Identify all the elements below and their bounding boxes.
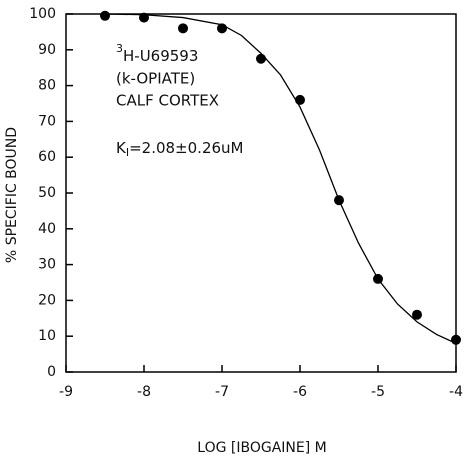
fit-curve [104, 13, 457, 344]
annotation-sub: I [126, 146, 129, 159]
y-tick-label: 0 [47, 364, 56, 380]
annotation-text: H-U69593 [123, 47, 198, 65]
y-axis-label: % SPECIFIC BOUND [4, 127, 20, 263]
data-point [412, 309, 422, 320]
data-point [178, 23, 188, 34]
y-tick-label: 20 [38, 292, 56, 308]
annotation-rest: =2.08±0.26uM [129, 139, 243, 157]
y-tick-label: 50 [38, 185, 56, 201]
y-tick-label: 90 [38, 42, 56, 58]
y-tick-label: 40 [38, 221, 56, 237]
y-tick-label: 70 [38, 113, 56, 129]
annotation-sup: 3 [116, 42, 123, 55]
plot-frame [65, 13, 457, 373]
y-tick-label: 30 [38, 257, 56, 273]
x-axis-label: LOG [IBOGAINE] M [197, 440, 326, 456]
x-tick-label: -5 [371, 384, 385, 400]
annotation: KI=2.08±0.26uM [116, 139, 243, 160]
y-tick-label: 10 [38, 328, 56, 344]
annotation: 3H-U69593 [116, 42, 198, 65]
annotation: CALF CORTEX [116, 92, 219, 110]
x-tick-label: -9 [59, 384, 73, 400]
x-tick-label: -8 [137, 384, 151, 400]
data-point [256, 53, 266, 64]
x-tick-label: -6 [293, 384, 307, 400]
x-tick-label: -4 [449, 384, 463, 400]
y-tick-label: 80 [38, 78, 56, 94]
y-tick-label: 100 [29, 6, 56, 22]
annotation: (k-OPIATE) [116, 70, 195, 88]
data-point [100, 10, 110, 21]
x-tick-label: -7 [215, 384, 229, 400]
data-point [295, 94, 305, 105]
y-tick-label: 60 [38, 149, 56, 165]
annotation-text: K [116, 139, 127, 157]
